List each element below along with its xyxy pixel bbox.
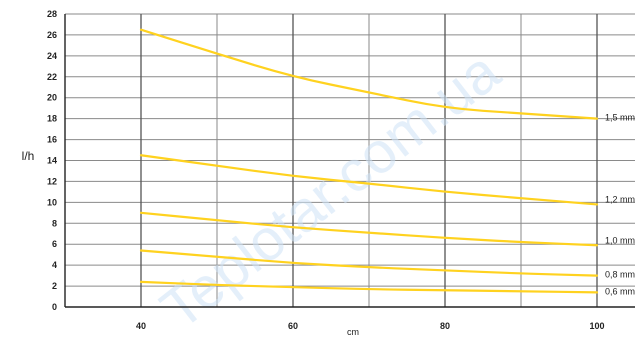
y-tick-label: 22 [47,72,57,82]
y-tick-label: 6 [52,239,57,249]
x-tick-label: 80 [440,321,450,331]
y-tick-label: 14 [47,156,57,166]
y-tick-label: 4 [52,260,57,270]
y-tick-label: 12 [47,176,57,186]
y-tick-label: 10 [47,197,57,207]
series-label-2: 1,0 mm [605,235,635,245]
y-tick-label: 2 [52,281,57,291]
y-tick-label: 16 [47,135,57,145]
y-tick-label: 8 [52,218,57,228]
series-label-3: 0,8 mm [605,270,635,280]
y-tick-label: 0 [52,302,57,312]
x-axis-label: cm [347,327,359,337]
x-tick-label: 60 [288,321,298,331]
series-label-1: 1,2 mm [605,194,635,204]
y-axis-label: l/h [22,149,35,163]
y-tick-label: 28 [47,9,57,19]
y-tick-label: 18 [47,114,57,124]
y-tick-label: 24 [47,51,57,61]
x-tick-label: 40 [136,321,146,331]
series-label-4: 0,6 mm [605,286,635,296]
series-label-0: 1,5 mm [605,113,635,123]
x-tick-label: 100 [589,321,604,331]
y-tick-label: 26 [47,30,57,40]
y-tick-label: 20 [47,93,57,103]
